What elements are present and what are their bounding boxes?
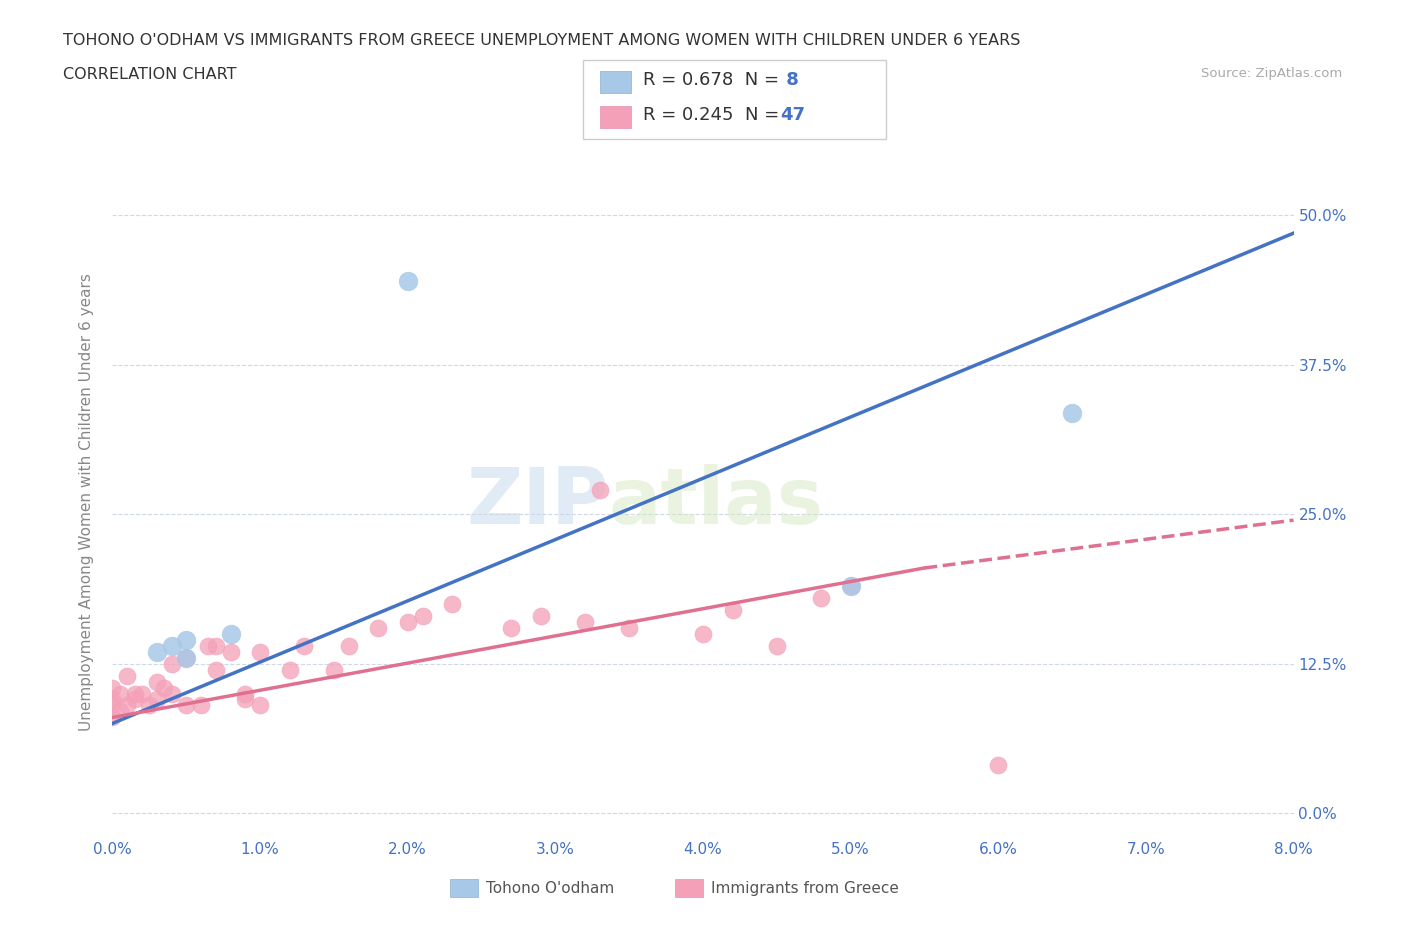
Point — [219, 626, 242, 641]
Text: ZIP: ZIP — [467, 464, 609, 540]
Point — [219, 644, 242, 659]
Point — [160, 686, 183, 701]
Point — [117, 698, 138, 713]
Point — [692, 626, 714, 641]
Text: CORRELATION CHART: CORRELATION CHART — [63, 67, 236, 82]
Point — [323, 662, 346, 677]
Text: TOHONO O'ODHAM VS IMMIGRANTS FROM GREECE UNEMPLOYMENT AMONG WOMEN WITH CHILDREN : TOHONO O'ODHAM VS IMMIGRANTS FROM GREECE… — [63, 33, 1021, 47]
Point — [588, 483, 610, 498]
Point — [839, 578, 862, 593]
Point — [619, 620, 641, 635]
Point — [108, 704, 131, 719]
Point — [117, 668, 138, 683]
Point — [249, 698, 271, 713]
Point — [249, 644, 271, 659]
Point — [131, 686, 153, 701]
Point — [197, 638, 219, 653]
Point — [574, 615, 596, 630]
Text: Source: ZipAtlas.com: Source: ZipAtlas.com — [1202, 67, 1343, 80]
Point — [205, 638, 228, 653]
Point — [138, 698, 160, 713]
Text: R = 0.245  N =: R = 0.245 N = — [643, 106, 785, 125]
Point — [101, 698, 124, 713]
Point — [101, 680, 124, 695]
Point — [190, 698, 212, 713]
Point — [174, 698, 197, 713]
Text: atlas: atlas — [609, 464, 824, 540]
Text: R = 0.678  N =: R = 0.678 N = — [643, 71, 785, 89]
Point — [174, 632, 197, 647]
Point — [721, 603, 744, 618]
Point — [501, 620, 523, 635]
Point — [233, 686, 256, 701]
Point — [987, 758, 1010, 773]
Text: Tohono O'odham: Tohono O'odham — [486, 881, 614, 896]
Point — [1062, 405, 1084, 420]
Point — [124, 686, 146, 701]
Point — [174, 650, 197, 665]
Point — [839, 578, 862, 593]
Point — [441, 596, 464, 611]
Point — [124, 692, 146, 707]
Point — [160, 657, 183, 671]
Y-axis label: Unemployment Among Women with Children Under 6 years: Unemployment Among Women with Children U… — [79, 273, 94, 731]
Point — [108, 686, 131, 701]
Point — [396, 615, 419, 630]
Text: 47: 47 — [780, 106, 806, 125]
Point — [146, 644, 169, 659]
Point — [153, 680, 176, 695]
Point — [101, 710, 124, 724]
Text: Immigrants from Greece: Immigrants from Greece — [711, 881, 900, 896]
Point — [174, 650, 197, 665]
Text: 8: 8 — [780, 71, 799, 89]
Point — [205, 662, 228, 677]
Point — [766, 638, 789, 653]
Point — [146, 692, 169, 707]
Point — [810, 591, 832, 605]
Point — [292, 638, 315, 653]
Point — [160, 638, 183, 653]
Point — [337, 638, 360, 653]
Point — [233, 692, 256, 707]
Point — [412, 608, 434, 623]
Point — [146, 674, 169, 689]
Point — [101, 692, 124, 707]
Point — [278, 662, 301, 677]
Point — [529, 608, 551, 623]
Point — [367, 620, 389, 635]
Point — [396, 273, 419, 288]
